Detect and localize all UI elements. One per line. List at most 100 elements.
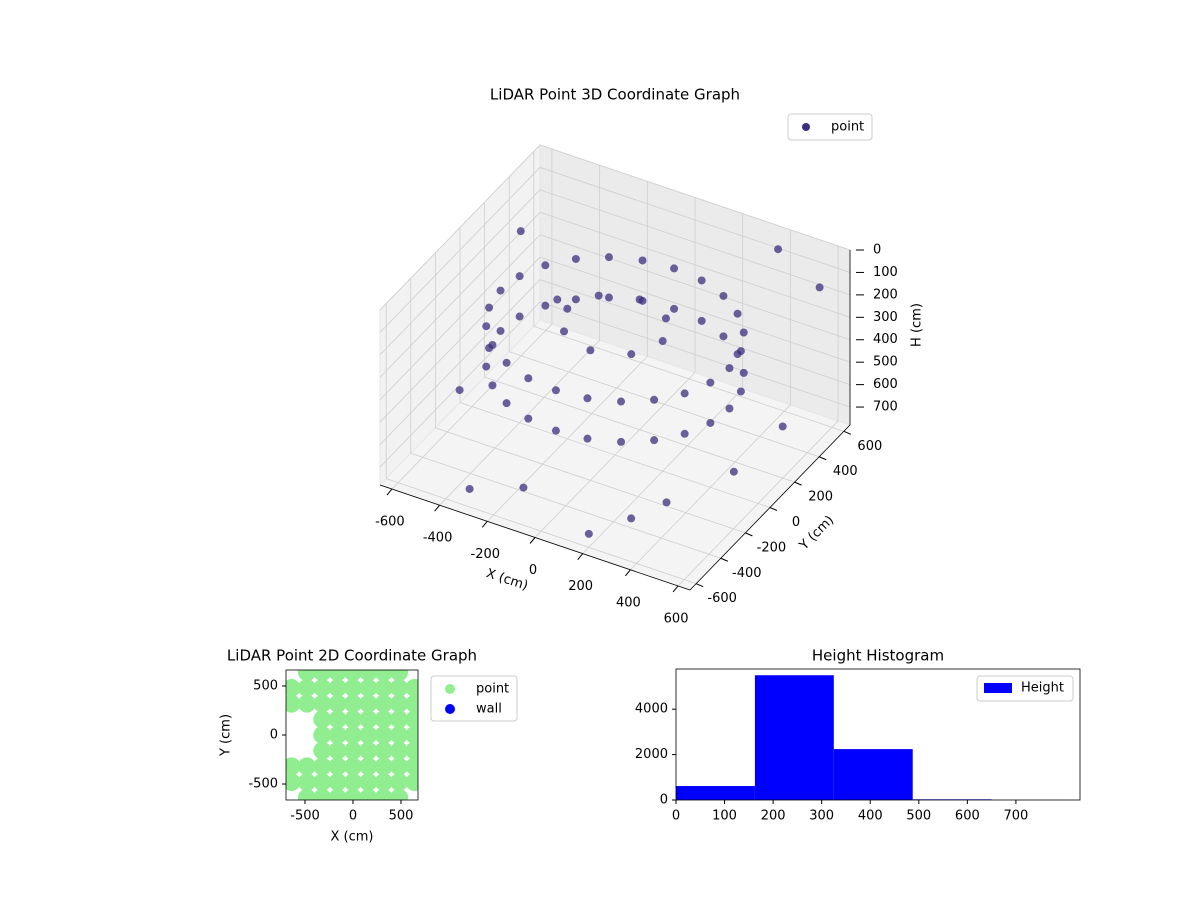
- point: [456, 386, 464, 394]
- point: [519, 484, 527, 492]
- point: [359, 757, 377, 775]
- y-tick-label: 0: [792, 515, 800, 530]
- x-tick-label: -400: [423, 531, 453, 546]
- point: [329, 679, 347, 697]
- point: [524, 374, 532, 382]
- z-tick-label: 600: [873, 377, 898, 392]
- point: [670, 305, 678, 313]
- point: [737, 387, 745, 395]
- point: [553, 296, 561, 304]
- point: [725, 405, 733, 413]
- point: [390, 757, 408, 775]
- point: [390, 679, 408, 697]
- x-tick-label: 500: [389, 809, 414, 824]
- legend-label: point: [476, 682, 509, 697]
- point: [359, 726, 377, 744]
- point: [344, 742, 362, 760]
- legend-marker: [802, 123, 810, 131]
- x-tick-label: -200: [471, 547, 501, 562]
- z-tick-label: 300: [873, 310, 898, 325]
- x-tick-label: 0: [349, 809, 357, 824]
- chart-title: LiDAR Point 2D Coordinate Graph: [227, 647, 477, 665]
- point: [681, 430, 689, 438]
- point: [344, 757, 362, 775]
- y-tick-label: 400: [833, 464, 858, 479]
- y-tick-label: -200: [757, 540, 787, 555]
- point: [375, 710, 393, 728]
- z-tick-label: 200: [873, 287, 898, 302]
- point: [730, 468, 738, 476]
- x-tick-label: 200: [568, 579, 593, 594]
- point: [466, 485, 474, 493]
- point: [541, 302, 549, 310]
- point: [586, 346, 594, 354]
- point: [488, 381, 496, 389]
- point: [313, 726, 331, 744]
- x-tick-label: 300: [809, 809, 834, 824]
- point: [359, 710, 377, 728]
- point: [329, 695, 347, 713]
- point: [485, 344, 493, 352]
- y-tick-label: 600: [857, 439, 882, 454]
- point: [329, 773, 347, 791]
- y-tick-label: 0: [660, 793, 668, 808]
- point: [816, 283, 824, 291]
- point: [313, 773, 331, 791]
- point: [503, 399, 511, 407]
- point: [552, 386, 560, 394]
- point: [375, 757, 393, 775]
- point: [659, 337, 667, 345]
- z-tick-label: 400: [873, 332, 898, 347]
- point: [497, 287, 505, 295]
- x-tick-label: -500: [290, 809, 320, 824]
- z-tick-label: 500: [873, 355, 898, 370]
- point: [390, 742, 408, 760]
- point: [605, 294, 613, 302]
- point: [719, 292, 727, 300]
- point: [359, 695, 377, 713]
- point: [516, 313, 524, 321]
- point: [698, 317, 706, 325]
- point: [329, 757, 347, 775]
- z-tick-label: 100: [873, 265, 898, 280]
- point: [662, 314, 670, 322]
- y-tick-label: 2000: [635, 747, 668, 762]
- bar: [676, 786, 755, 800]
- point: [617, 438, 625, 446]
- point: [627, 514, 635, 522]
- y-tick-label: 0: [270, 728, 278, 743]
- x-tick-label: 400: [616, 595, 641, 610]
- point: [344, 726, 362, 744]
- point: [298, 679, 316, 697]
- legend-label: wall: [476, 702, 502, 717]
- legend-label: point: [831, 120, 864, 135]
- point: [298, 773, 316, 791]
- y-tick-label: -500: [248, 777, 278, 792]
- point: [725, 364, 733, 372]
- legend-patch: [984, 683, 1012, 693]
- point: [516, 272, 524, 280]
- y-tick-label: 200: [808, 490, 833, 505]
- y-axis-label: Y (cm): [219, 714, 234, 757]
- y-tick-label: 500: [253, 678, 278, 693]
- point: [572, 295, 580, 303]
- x-tick-label: 100: [712, 809, 737, 824]
- point: [375, 679, 393, 697]
- point: [605, 253, 613, 261]
- point: [734, 350, 742, 358]
- bar: [755, 675, 834, 800]
- point: [313, 742, 331, 760]
- x-tick-label: 0: [529, 563, 537, 578]
- point: [503, 359, 511, 367]
- point: [636, 295, 644, 303]
- point: [329, 726, 347, 744]
- point: [706, 419, 714, 427]
- x-tick-label: 500: [906, 809, 931, 824]
- point: [552, 427, 560, 435]
- y-tick-label: 4000: [635, 702, 668, 717]
- point: [344, 773, 362, 791]
- point: [706, 379, 714, 387]
- point: [670, 264, 678, 272]
- point: [344, 679, 362, 697]
